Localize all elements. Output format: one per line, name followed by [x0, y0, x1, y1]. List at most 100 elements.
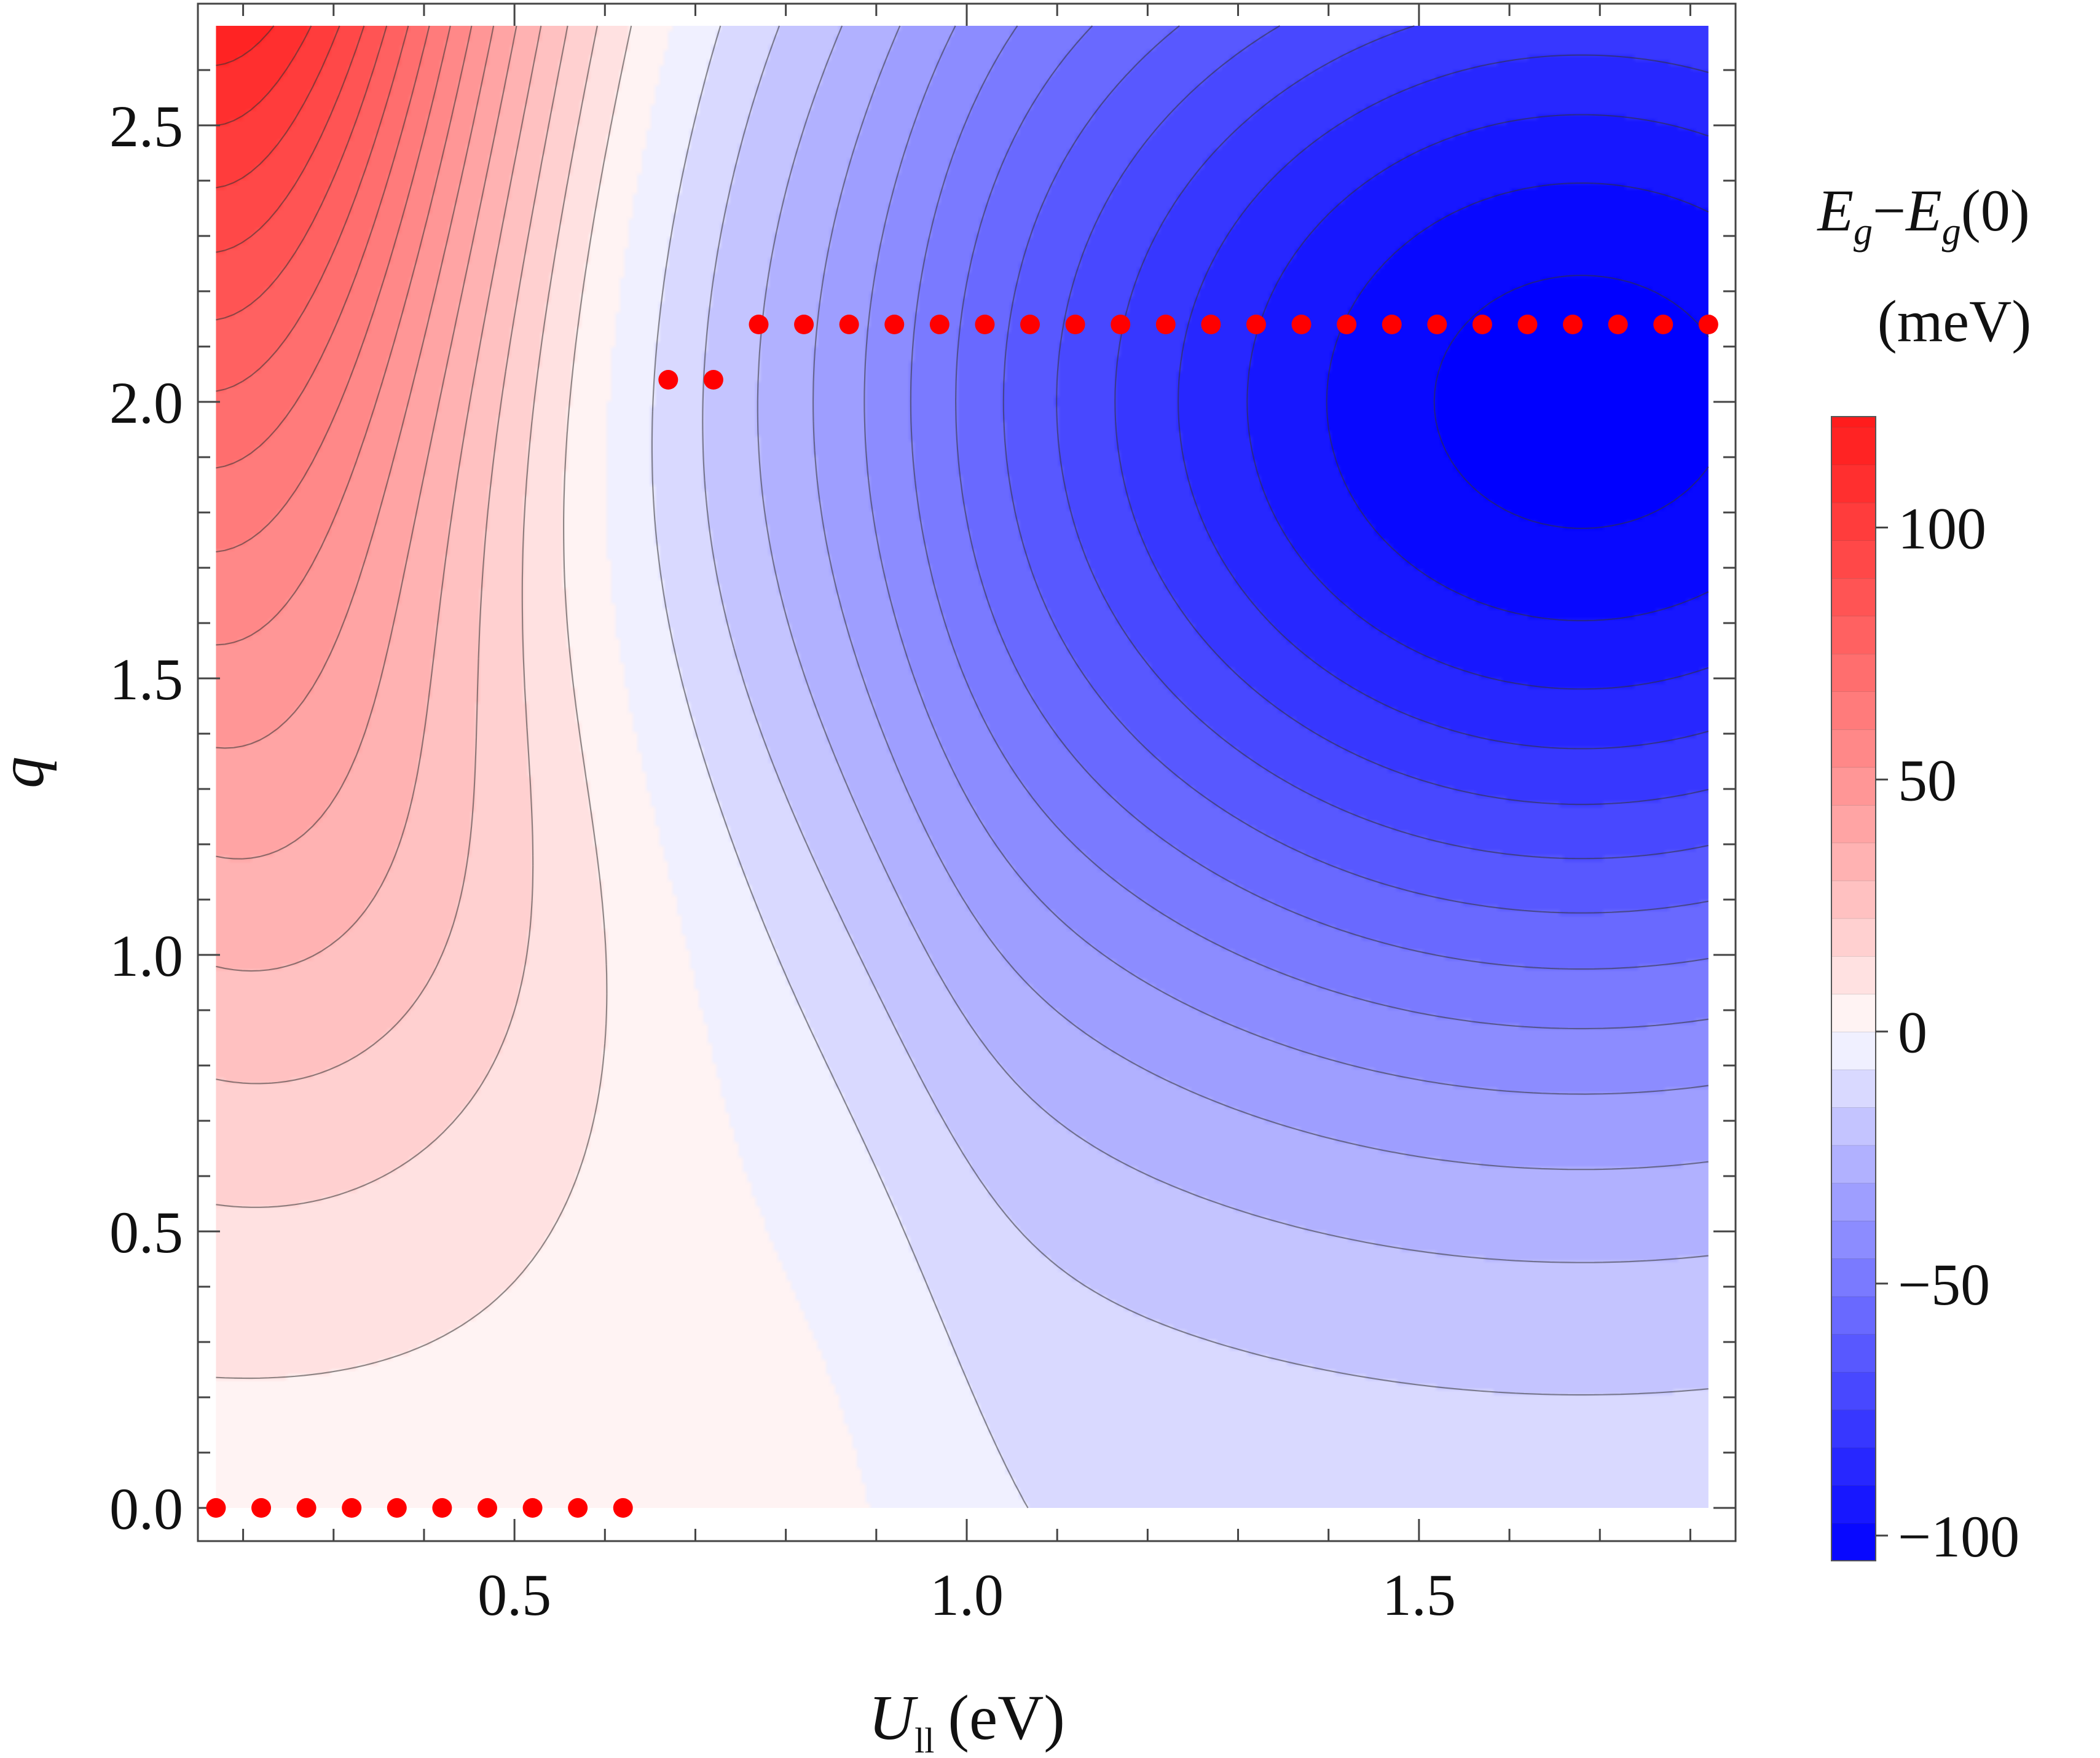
x-axis-ticks: 0.5 1.0 1.5 [242, 4, 1691, 1628]
contour-line [757, 25, 1709, 1263]
colorbar-band [1831, 1145, 1876, 1183]
optimal-q-point [206, 1498, 226, 1518]
colorbar-tick-label: 50 [1898, 748, 1957, 814]
y-tick-label: 2.0 [109, 370, 183, 436]
optimal-q-point [1427, 315, 1447, 334]
optimal-q-point [1065, 315, 1085, 334]
optimal-q-point [1337, 315, 1357, 334]
x-tick-label: 1.5 [1382, 1562, 1456, 1628]
colorbar-title: Eg−Eg(0) [1816, 178, 2029, 253]
optimal-q-point [929, 315, 950, 334]
optimal-q-point [703, 370, 723, 390]
contour-line [216, 25, 495, 749]
contour-line [910, 25, 1709, 1030]
contour-line [702, 25, 1709, 1396]
contour-line [955, 25, 1709, 970]
optimal-q-point [1382, 315, 1402, 334]
colorbar-band [1831, 1031, 1876, 1070]
optimal-q-point [1201, 315, 1221, 334]
optimal-q-point [658, 370, 678, 390]
optimal-q-point [522, 1498, 543, 1518]
contour-line [1246, 114, 1709, 690]
optimal-q-point [1698, 315, 1718, 334]
y-tick-label: 2.5 [109, 93, 183, 159]
colorbar-band [1831, 1258, 1876, 1297]
contour-line [216, 25, 542, 972]
colorbar-border [1831, 416, 1876, 1561]
colorbar-band [1831, 616, 1876, 654]
y-tick-label: 1.5 [109, 646, 183, 712]
contour-line [216, 25, 340, 189]
contour-lines [216, 25, 1709, 1509]
colorbar-band [1831, 880, 1876, 919]
optimal-q-point [613, 1498, 633, 1518]
optimal-q-point [477, 1498, 497, 1518]
colorbar-band [1831, 540, 1876, 578]
colorbar-band [1831, 417, 1876, 427]
colorbar-band [1831, 1447, 1876, 1486]
contour-line [216, 25, 451, 553]
colorbar-band [1831, 1069, 1876, 1108]
colorbar-band [1831, 1107, 1876, 1145]
optimal-q-point [1608, 315, 1628, 334]
colorbar-band [1831, 464, 1876, 503]
optimal-q-point [884, 315, 905, 334]
x-axis-title: Ull (eV) [868, 1682, 1065, 1758]
optimal-q-point [1111, 315, 1131, 334]
optimal-q-point [839, 315, 859, 334]
colorbar-band [1831, 502, 1876, 541]
contour-line [1178, 54, 1709, 750]
x-tick-label: 0.5 [478, 1562, 551, 1628]
contour-line [216, 25, 365, 253]
optimal-q-point [342, 1498, 362, 1518]
optimal-q-point [1155, 315, 1176, 334]
colorbar-band [1831, 653, 1876, 692]
contour-line [216, 25, 598, 1208]
optimal-q-point [1246, 315, 1266, 334]
colorbar-band [1831, 767, 1876, 806]
contour-heatmap [216, 26, 1709, 1508]
colorbar-band [1831, 1409, 1876, 1448]
optimal-q-point [1517, 315, 1538, 334]
optimal-q-point [568, 1498, 588, 1518]
contour-line [1433, 275, 1709, 529]
contour-line [1326, 182, 1709, 622]
optimal-q-point [296, 1498, 317, 1518]
colorbar-band [1831, 956, 1876, 994]
colorbar-band [1831, 918, 1876, 957]
colorbar-band [1831, 994, 1876, 1032]
colorbar-tick-label: 100 [1898, 495, 1986, 561]
colorbar-band [1831, 1182, 1876, 1221]
colorbar-band [1831, 1523, 1876, 1561]
colorbar-band [1831, 842, 1876, 881]
optimal-q-point [432, 1498, 452, 1518]
colorbar-band [1831, 1296, 1876, 1335]
optimal-q-point [1291, 315, 1312, 334]
optimal-q-point [794, 315, 814, 334]
y-axis-title: q [0, 756, 57, 788]
optimal-q-point [251, 1498, 272, 1518]
optimal-q-point [975, 315, 995, 334]
y-tick-label: 0.5 [109, 1199, 183, 1265]
contour-line [216, 25, 409, 392]
colorbar: 100 50 0 −50 −100 Eg−Eg(0) (meV) [1816, 178, 2031, 1569]
colorbar-band [1831, 578, 1876, 616]
contour-line [1056, 25, 1709, 860]
contour-line [216, 25, 473, 646]
colorbar-unit: (meV) [1878, 288, 2032, 354]
optimal-q-point [1020, 315, 1040, 334]
colorbar-band [1831, 1220, 1876, 1259]
contour-line [216, 25, 568, 1085]
optimal-q-point [1563, 315, 1583, 334]
colorbar-band [1831, 804, 1876, 843]
colorbar-band [1831, 1371, 1876, 1410]
y-tick-label: 1.0 [109, 923, 183, 989]
colorbar-tick-label: −50 [1898, 1252, 1990, 1317]
optimal-q-point [1653, 315, 1673, 334]
contour-line [216, 25, 388, 321]
x-tick-label: 1.0 [930, 1562, 1004, 1628]
contour-line [1002, 25, 1709, 914]
contour-line [216, 25, 632, 1379]
contour-line [812, 25, 1709, 1171]
colorbar-tick-label: 0 [1898, 1000, 1927, 1065]
